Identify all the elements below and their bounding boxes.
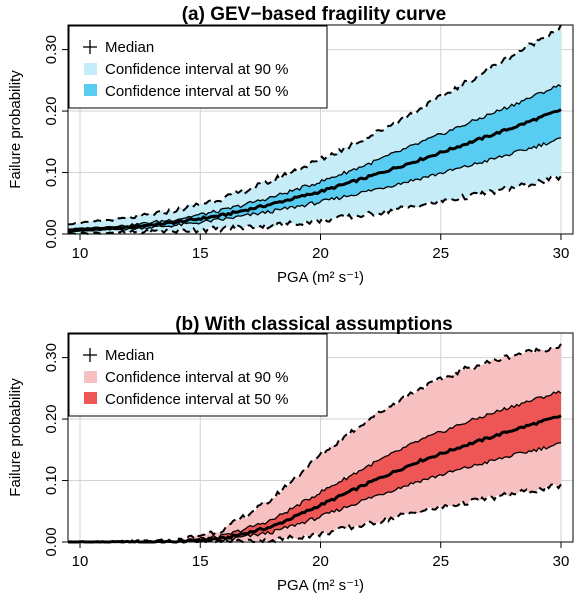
y-tick-label: 0.00 <box>43 527 60 556</box>
ci50-upper-line <box>67 83 562 230</box>
legend-ci50-label: Confidence interval at 50 % <box>105 83 288 100</box>
x-axis: 10 15 20 25 30 <box>72 542 570 570</box>
ci90-upper-line <box>67 24 562 226</box>
legend-ci50-swatch <box>84 84 97 96</box>
median-line <box>67 108 562 233</box>
chart-title: (a) GEV−based fragility curve <box>182 4 447 25</box>
x-tick-label: 20 <box>312 245 329 262</box>
x-tick-label: 30 <box>553 245 570 262</box>
y-tick-label: 0.10 <box>43 466 60 495</box>
ci90-band <box>68 24 561 234</box>
panel-b: (b) With classical assumptions 10 15 20 25 3… <box>7 314 574 594</box>
legend-ci90-swatch <box>84 63 97 75</box>
chart-title: (b) With classical assumptions <box>175 314 453 335</box>
y-axis: 0.00 0.10 0.20 0.30 <box>43 343 68 557</box>
y-tick-label: 0.00 <box>43 219 60 248</box>
legend-box <box>68 333 328 417</box>
ci50-band <box>68 84 561 232</box>
legend-ci90-label: Confidence interval at 90 % <box>105 61 288 78</box>
x-tick-label: 10 <box>72 245 89 262</box>
x-axis-label: PGA (m² s⁻¹) <box>277 577 364 594</box>
y-axis: 0.00 0.10 0.20 0.30 <box>43 35 68 249</box>
y-tick-label: 0.30 <box>43 35 60 64</box>
legend-ci50-label: Confidence interval at 50 % <box>105 391 288 408</box>
y-tick-label: 0.10 <box>43 158 60 187</box>
legend: Median Confidence interval at 90 % Confi… <box>68 25 328 109</box>
legend-median-symbol <box>83 40 97 54</box>
y-axis-label: Failure probability <box>7 378 24 497</box>
y-tick-label: 0.30 <box>43 343 60 372</box>
legend-ci90-label: Confidence interval at 90 % <box>105 369 288 386</box>
panel-a: (a) GEV−based fragility curve 10 15 20 25 30… <box>7 4 574 286</box>
ci50-lower-line <box>67 137 562 233</box>
x-tick-label: 25 <box>432 553 449 570</box>
legend-median-symbol <box>83 348 97 362</box>
x-tick-label: 10 <box>72 553 89 570</box>
y-tick-label: 0.20 <box>43 96 60 125</box>
x-tick-label: 30 <box>553 553 570 570</box>
legend-box <box>68 25 328 109</box>
legend-ci90-swatch <box>84 371 97 383</box>
y-tick-label: 0.20 <box>43 404 60 433</box>
legend-ci50-swatch <box>84 392 97 404</box>
ci90-band <box>68 343 561 542</box>
x-tick-label: 25 <box>432 245 449 262</box>
legend-median-label: Median <box>105 39 154 56</box>
x-tick-label: 20 <box>312 553 329 570</box>
x-axis: 10 15 20 25 30 <box>72 234 570 262</box>
x-tick-label: 15 <box>192 553 209 570</box>
legend-median-label: Median <box>105 347 154 364</box>
legend: Median Confidence interval at 90 % Confi… <box>68 333 328 417</box>
bands <box>67 24 562 236</box>
x-tick-label: 15 <box>192 245 209 262</box>
x-axis-label: PGA (m² s⁻¹) <box>277 269 364 286</box>
y-axis-label: Failure probability <box>7 70 24 189</box>
